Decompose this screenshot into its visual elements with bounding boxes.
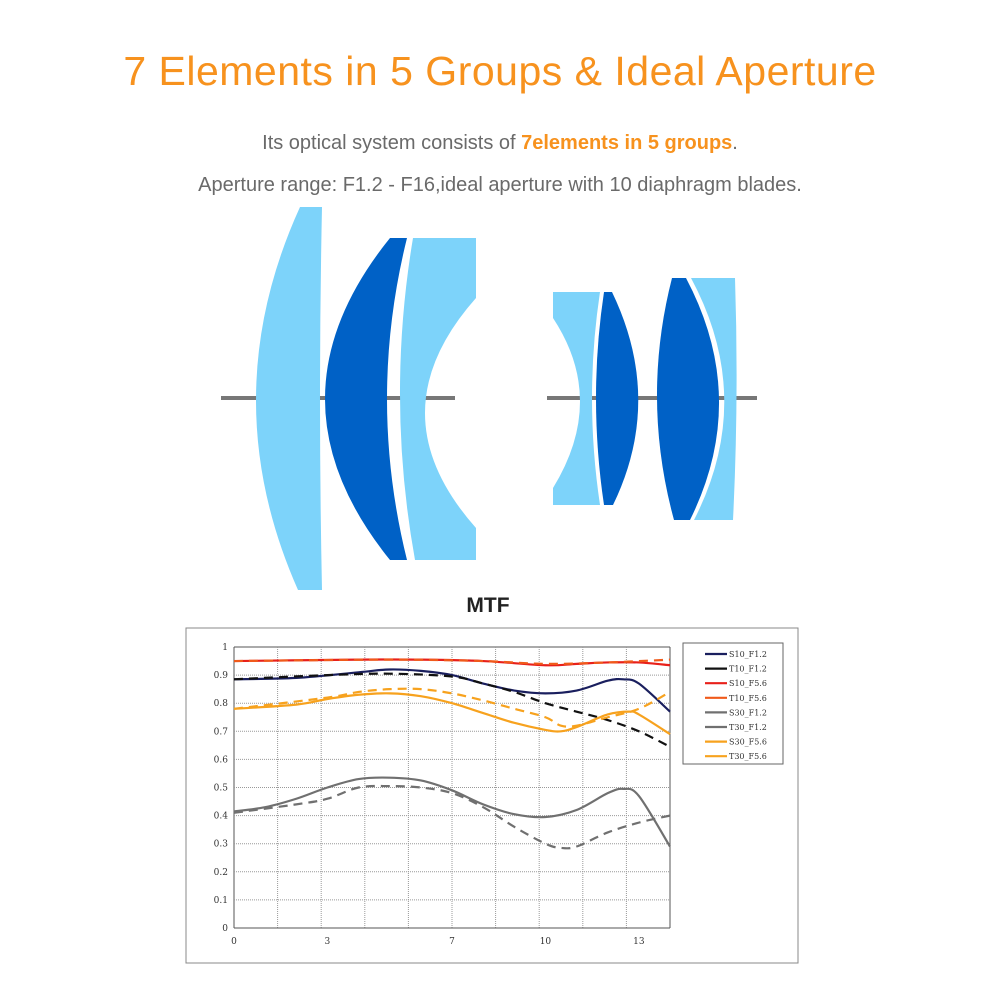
lens-diagram bbox=[221, 207, 757, 590]
subtitle-line-2: Aperture range: F1.2 - F16,ideal apertur… bbox=[198, 174, 802, 196]
subtitle-line-1: Its optical system consists of 7elements… bbox=[0, 132, 1000, 155]
series-line-t10-f5-6 bbox=[233, 658, 671, 665]
legend-label: S10_F1.2 bbox=[729, 650, 767, 659]
x-tick-label: 0 bbox=[231, 937, 237, 947]
y-tick-label: 0.9 bbox=[214, 671, 229, 681]
series-line-t10-f1-2 bbox=[233, 672, 671, 748]
lens-element-6 bbox=[656, 278, 720, 520]
subtitle-suffix: . bbox=[732, 132, 738, 154]
lens-element-5 bbox=[596, 292, 639, 505]
x-tick-label: 7 bbox=[449, 937, 455, 947]
y-tick-label: 0.4 bbox=[214, 812, 229, 822]
lens-element-1 bbox=[255, 207, 322, 590]
series-line-s30-f5-6 bbox=[233, 692, 671, 736]
y-tick-label: 0.5 bbox=[214, 784, 229, 794]
y-tick-label: 0.8 bbox=[214, 699, 229, 709]
legend-label: T30_F1.2 bbox=[729, 723, 767, 732]
lens-element-7 bbox=[691, 278, 737, 520]
legend-label: S30_F5.6 bbox=[729, 738, 767, 747]
legend-label: T10_F5.6 bbox=[729, 694, 767, 703]
y-tick-label: 0.7 bbox=[214, 727, 229, 737]
y-tick-label: 0 bbox=[222, 924, 228, 934]
subtitle-prefix: Its optical system consists of bbox=[262, 132, 522, 154]
y-tick-label: 0.3 bbox=[214, 840, 229, 850]
chart-frame bbox=[185, 627, 799, 964]
series-line-t30-f1-2 bbox=[233, 784, 671, 850]
legend-label: S10_F5.6 bbox=[729, 679, 767, 688]
y-tick-label: 0.6 bbox=[214, 755, 229, 765]
lens-element-3 bbox=[399, 238, 476, 560]
page-title: 7 Elements in 5 Groups & Ideal Aperture bbox=[123, 48, 877, 94]
y-tick-label: 1 bbox=[222, 643, 228, 653]
lens-element-2 bbox=[325, 238, 407, 560]
lens-element-4 bbox=[553, 292, 600, 505]
series-line-s10-f1-2 bbox=[233, 668, 671, 713]
y-tick-label: 0.2 bbox=[214, 868, 228, 878]
legend-label: T10_F1.2 bbox=[729, 665, 767, 674]
chart-title: MTF bbox=[466, 594, 510, 617]
x-tick-label: 13 bbox=[633, 937, 645, 947]
legend-label: S30_F1.2 bbox=[729, 708, 767, 717]
series-line-s30-f1-2 bbox=[233, 776, 671, 848]
legend-box bbox=[682, 642, 784, 765]
legend-label: T30_F5.6 bbox=[729, 752, 767, 761]
subtitle-highlight: 7elements in 5 groups bbox=[521, 132, 733, 154]
y-tick-label: 0.1 bbox=[214, 896, 228, 906]
x-tick-label: 3 bbox=[325, 937, 331, 947]
series-line-t30-f5-6 bbox=[233, 687, 671, 728]
optical-axis-right bbox=[547, 396, 757, 400]
series-line-s10-f5-6 bbox=[233, 658, 671, 667]
x-tick-label: 10 bbox=[540, 937, 552, 947]
